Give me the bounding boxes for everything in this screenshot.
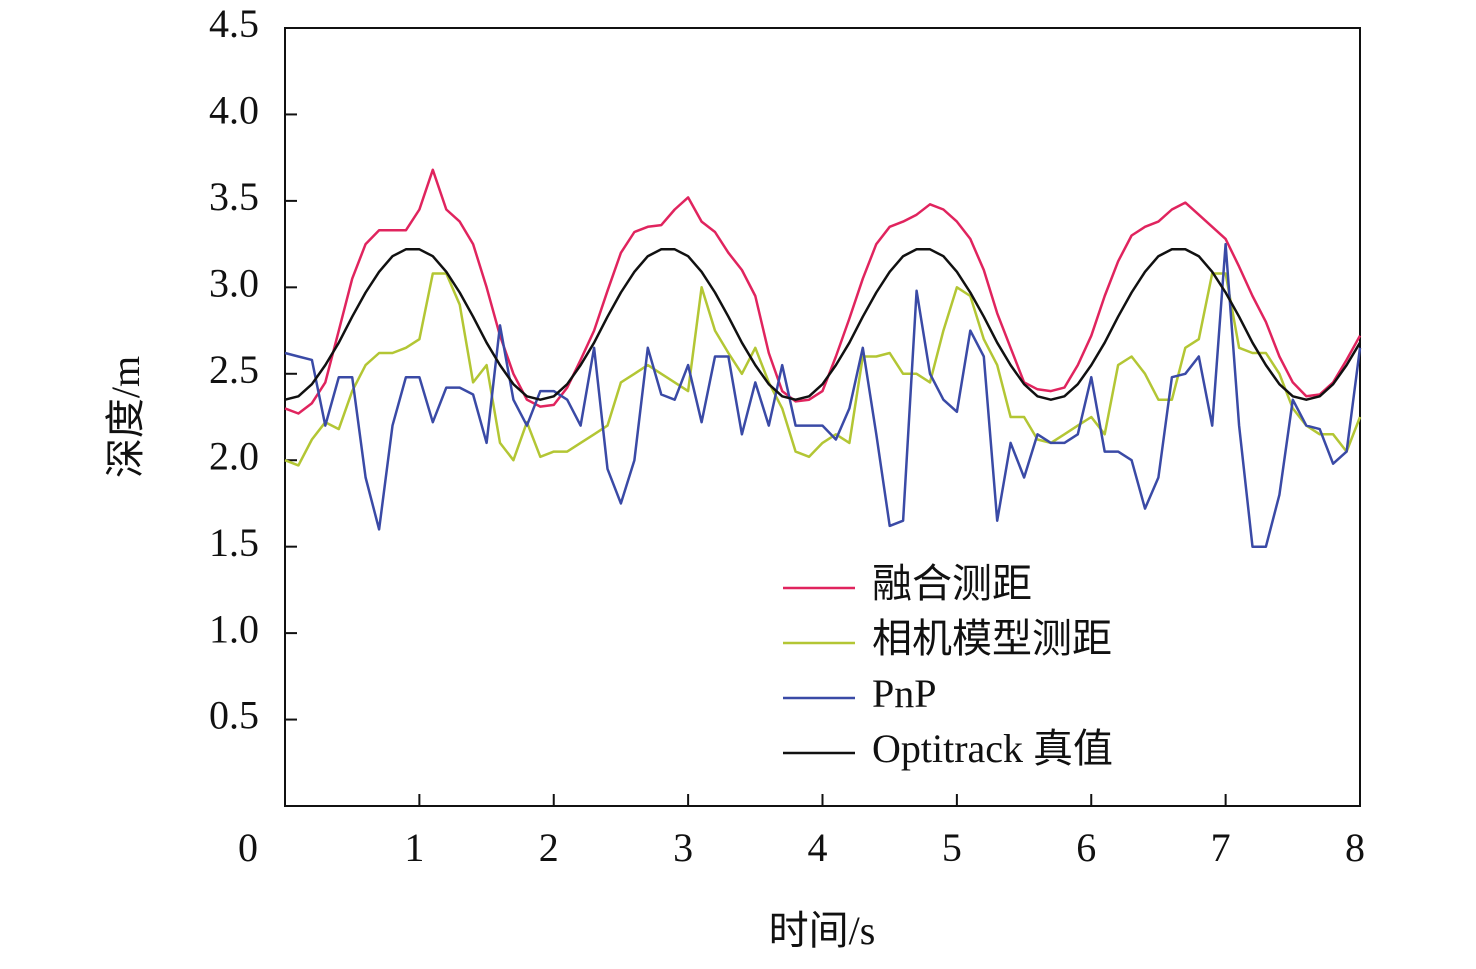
x-tick-label: 4 — [808, 825, 828, 870]
y-tick-label: 1.0 — [209, 606, 259, 651]
x-tick-label: 2 — [539, 825, 559, 870]
series-line — [284, 248, 1362, 401]
plot-frame — [284, 27, 1361, 807]
legend-label: Optitrack 真值 — [872, 726, 1113, 771]
y-tick-label: 0.5 — [209, 693, 259, 738]
series-line — [284, 168, 1362, 415]
y-tick-label: 2.5 — [209, 347, 259, 392]
x-tick-label: 0 — [238, 825, 258, 870]
y-tick-label: 1.5 — [209, 520, 259, 565]
x-tick-label: 5 — [942, 825, 962, 870]
x-tick-label: 3 — [673, 825, 693, 870]
x-tick-label: 1 — [404, 825, 424, 870]
x-tick-label: 6 — [1076, 825, 1096, 870]
y-tick-label: 4.5 — [209, 1, 259, 46]
y-tick-label: 3.5 — [209, 174, 259, 219]
series-line — [284, 272, 1362, 467]
y-tick-label: 4.0 — [209, 88, 259, 133]
x-tick-label: 7 — [1211, 825, 1231, 870]
x-axis-label: 时间/s — [769, 908, 876, 953]
legend-label: 融合测距 — [872, 561, 1032, 606]
y-axis-label: 深度/m — [103, 356, 148, 478]
x-tick-label: 8 — [1345, 825, 1365, 870]
series-line — [284, 242, 1362, 548]
y-tick-label: 3.0 — [209, 261, 259, 306]
legend-label: 相机模型测距 — [872, 616, 1112, 661]
legend-label: PnP — [872, 671, 937, 716]
y-tick-label: 2.0 — [209, 433, 259, 478]
